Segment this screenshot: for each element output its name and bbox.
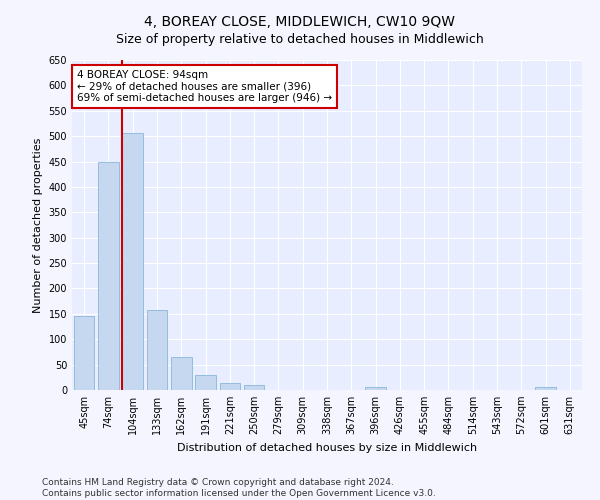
Bar xyxy=(98,162,119,390)
Bar xyxy=(74,316,94,390)
Bar xyxy=(535,388,556,390)
Text: 4 BOREAY CLOSE: 94sqm
← 29% of detached houses are smaller (396)
69% of semi-det: 4 BOREAY CLOSE: 94sqm ← 29% of detached … xyxy=(77,70,332,103)
Bar xyxy=(122,132,143,390)
Bar xyxy=(220,383,240,390)
Bar xyxy=(195,375,216,390)
Text: 4, BOREAY CLOSE, MIDDLEWICH, CW10 9QW: 4, BOREAY CLOSE, MIDDLEWICH, CW10 9QW xyxy=(145,15,455,29)
Bar xyxy=(365,388,386,390)
Bar xyxy=(244,386,265,390)
Y-axis label: Number of detached properties: Number of detached properties xyxy=(33,138,43,312)
Bar xyxy=(146,310,167,390)
Text: Contains HM Land Registry data © Crown copyright and database right 2024.
Contai: Contains HM Land Registry data © Crown c… xyxy=(42,478,436,498)
Bar xyxy=(171,357,191,390)
Text: Size of property relative to detached houses in Middlewich: Size of property relative to detached ho… xyxy=(116,32,484,46)
X-axis label: Distribution of detached houses by size in Middlewich: Distribution of detached houses by size … xyxy=(177,442,477,452)
